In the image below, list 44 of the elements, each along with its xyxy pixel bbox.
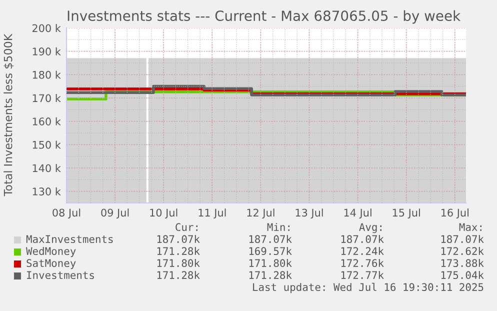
text: 171.28k: [249, 270, 292, 280]
text: Avg:: [359, 223, 382, 234]
text: 187.07k: [249, 234, 292, 244]
text: 173.88k: [441, 258, 484, 268]
legend-label: SatMoney: [26, 259, 76, 270]
x-tick-label: 10 Jul: [150, 208, 178, 219]
x-tick-label: 08 Jul: [52, 208, 80, 219]
x-tick-label: 09 Jul: [101, 208, 129, 219]
text: 172.24k: [341, 246, 384, 255]
y-axis-title: Total Investments less $500K: [4, 34, 14, 196]
text: 171.80k: [157, 258, 200, 268]
text: 175.04k: [441, 270, 484, 280]
text: 172.77k: [341, 270, 384, 279]
text: 172.62k: [441, 246, 484, 256]
x-tick-label: 13 Jul: [296, 208, 323, 219]
chart-title: Investments stats --- Current - Max 687065.05 - by week: [68, 10, 461, 24]
x-tick-label: 16 Jul: [441, 208, 468, 219]
y-tick-label: 130 k: [32, 187, 61, 196]
text: Min:: [267, 222, 290, 231]
y-tick-label: 140 k: [32, 164, 61, 172]
text: 171.80k: [249, 258, 292, 268]
text: Max:: [459, 223, 482, 232]
y-tick-label: 160 k: [32, 117, 61, 126]
text: 171.28k: [157, 270, 200, 280]
text: 187.07k: [341, 234, 384, 244]
x-tick-label: 11 Jul: [198, 208, 226, 219]
y-tick-label: 200 k: [32, 24, 61, 32]
text: Cur:: [176, 223, 198, 232]
y-tick-label: 150 k: [32, 140, 61, 149]
text: 172.76k: [341, 258, 384, 268]
legend-label: MaxInvestments: [26, 235, 113, 244]
legend-label: WedMoney: [26, 246, 76, 258]
x-tick-label: 15 Jul: [392, 208, 420, 219]
text: 187.07k: [441, 234, 484, 244]
y-tick-label: 180 k: [32, 70, 61, 79]
y-tick-label: 170 k: [32, 94, 61, 102]
legend-label: Investments: [27, 271, 94, 280]
text: Last update: Wed Jul 16 19:30:11 2025: [253, 282, 484, 294]
x-tick-label: 14 Jul: [344, 208, 372, 219]
y-tick-label: 190 k: [32, 47, 61, 56]
text: 171.28k: [157, 246, 200, 256]
x-tick-label: 12 Jul: [247, 208, 274, 219]
text: 169.57k: [249, 246, 292, 256]
text: 187.07k: [157, 234, 200, 244]
